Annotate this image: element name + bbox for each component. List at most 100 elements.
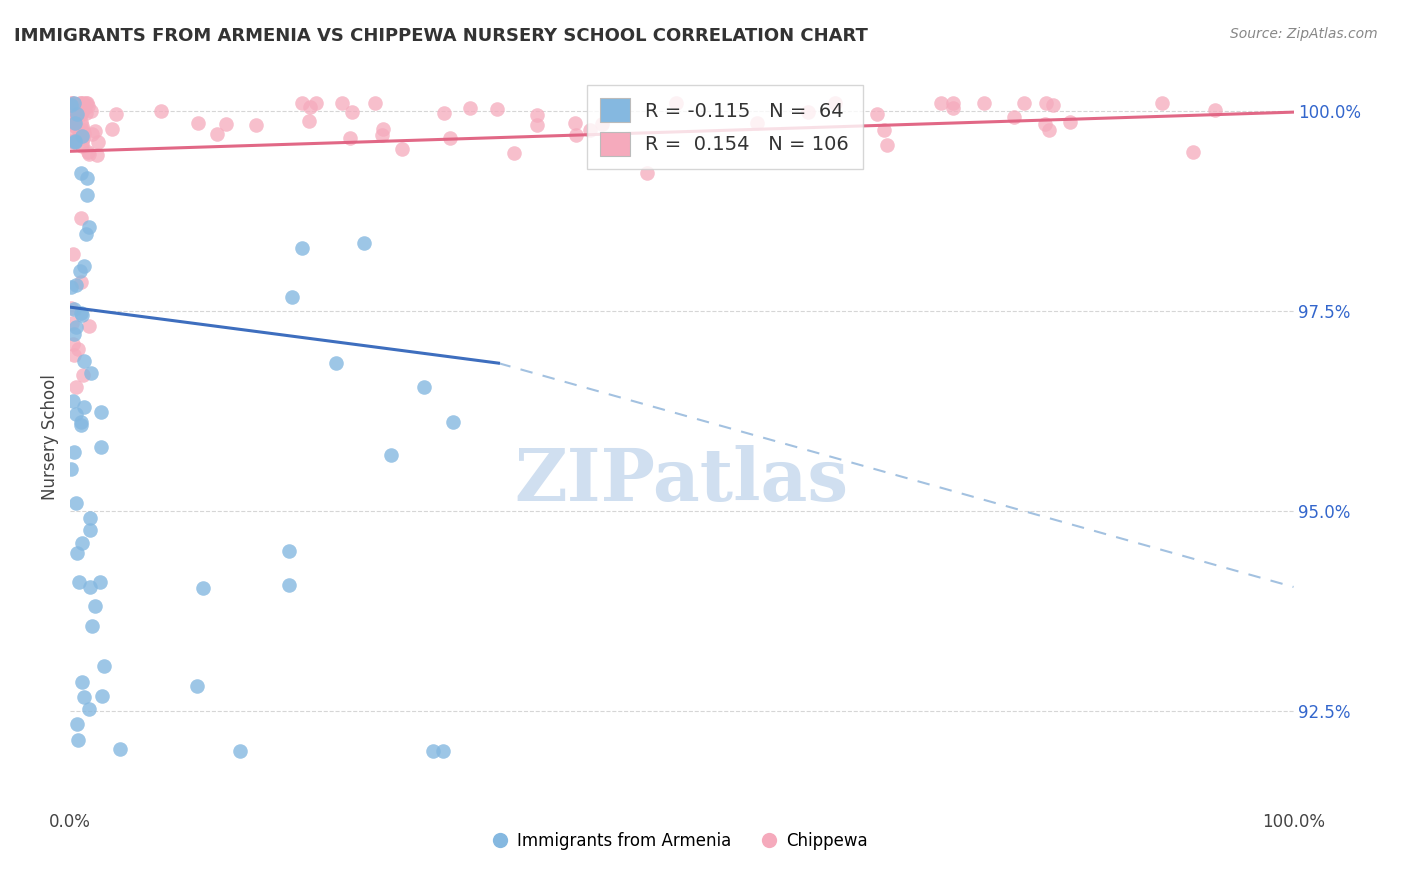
Point — [579, 123, 602, 137]
Point — [391, 142, 413, 156]
Point — [59, 280, 82, 294]
Point — [65, 320, 87, 334]
Point — [62, 347, 84, 361]
Point — [70, 415, 93, 429]
Point — [72, 96, 94, 111]
Point — [76, 96, 98, 111]
Point — [60, 116, 83, 130]
Point — [70, 675, 93, 690]
Point — [1002, 111, 1025, 125]
Point — [79, 319, 101, 334]
Point — [59, 301, 82, 315]
Point — [70, 129, 93, 144]
Point — [104, 107, 127, 121]
Point — [90, 690, 112, 704]
Point — [371, 122, 394, 136]
Point — [636, 166, 658, 180]
Point — [59, 113, 82, 128]
Point — [371, 128, 394, 143]
Point — [565, 128, 588, 142]
Point — [80, 366, 103, 380]
Point — [150, 103, 173, 118]
Point — [1204, 103, 1226, 118]
Point — [503, 145, 526, 160]
Point — [70, 275, 93, 289]
Point — [942, 96, 965, 111]
Point — [59, 98, 82, 112]
Point — [65, 103, 87, 117]
Point — [101, 122, 124, 136]
Point — [65, 380, 87, 394]
Point — [291, 241, 314, 255]
Point — [330, 96, 353, 111]
Point — [291, 96, 314, 111]
Point — [72, 690, 94, 705]
Point — [62, 110, 84, 124]
Point — [1038, 123, 1060, 137]
Point — [70, 136, 93, 151]
Point — [63, 327, 86, 342]
Point — [77, 146, 100, 161]
Point — [342, 105, 364, 120]
Point — [65, 496, 87, 510]
Point — [73, 401, 96, 415]
Point — [89, 575, 111, 590]
Point — [72, 309, 94, 323]
Point — [486, 102, 509, 116]
Point — [62, 301, 84, 316]
Point — [90, 440, 112, 454]
Point — [93, 659, 115, 673]
Point — [942, 101, 965, 115]
Point — [797, 104, 820, 119]
Point — [72, 123, 94, 137]
Point — [66, 121, 89, 136]
Point — [1059, 114, 1081, 128]
Point — [65, 98, 87, 112]
Point — [69, 129, 91, 144]
Point — [76, 171, 98, 186]
Point — [77, 702, 100, 716]
Point — [65, 277, 87, 292]
Point — [931, 96, 953, 111]
Point — [72, 259, 94, 273]
Point — [60, 96, 83, 111]
Point — [866, 106, 889, 120]
Point — [62, 122, 84, 136]
Point — [83, 599, 105, 613]
Point — [67, 342, 90, 356]
Point — [75, 227, 97, 242]
Point — [79, 580, 101, 594]
Point — [82, 619, 104, 633]
Point — [1042, 97, 1064, 112]
Point — [824, 96, 846, 111]
Point — [70, 166, 93, 180]
Point — [364, 96, 387, 111]
Point — [79, 511, 101, 525]
Point — [353, 235, 375, 250]
Point — [665, 96, 688, 111]
Point — [86, 148, 108, 162]
Point — [60, 134, 83, 148]
Point — [1035, 117, 1057, 131]
Point — [191, 581, 214, 595]
Point — [63, 108, 86, 122]
Point — [87, 135, 110, 149]
Point — [69, 264, 91, 278]
Point — [69, 305, 91, 319]
Point — [66, 546, 89, 560]
Point — [76, 188, 98, 202]
Point — [77, 145, 100, 160]
Point — [72, 131, 94, 145]
Point — [873, 122, 896, 136]
Point — [432, 744, 454, 758]
Point — [245, 118, 267, 132]
Point — [70, 139, 93, 153]
Point — [60, 317, 83, 331]
Point — [66, 732, 89, 747]
Point — [69, 115, 91, 129]
Point — [439, 130, 461, 145]
Legend: Immigrants from Armenia, Chippewa: Immigrants from Armenia, Chippewa — [489, 825, 875, 856]
Point — [70, 120, 93, 134]
Point — [70, 211, 93, 225]
Point — [73, 353, 96, 368]
